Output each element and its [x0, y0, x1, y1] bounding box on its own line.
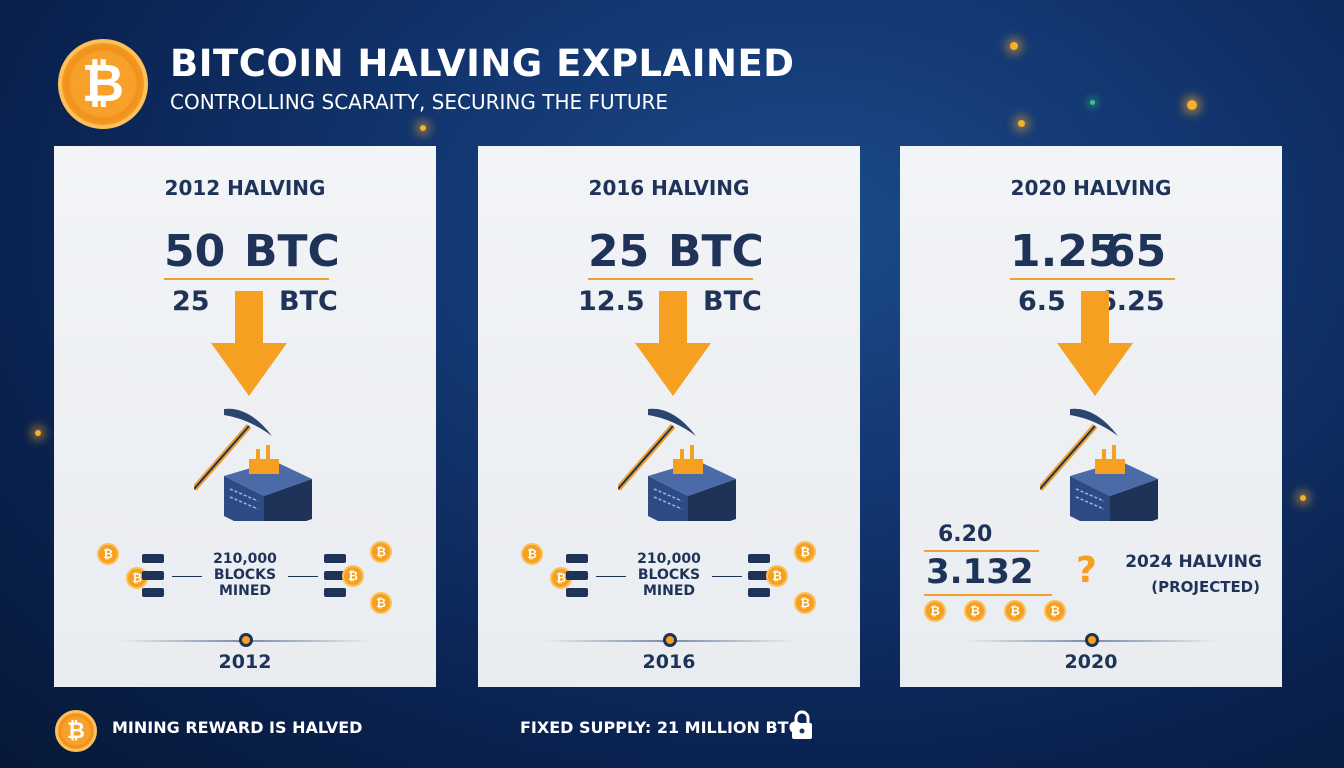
- block-icon: [324, 571, 346, 580]
- page-title: BITCOIN HALVING EXPLAINED: [170, 42, 795, 85]
- projection-arrow-line: [924, 594, 1052, 596]
- card-title: 2012 HALVING: [164, 176, 326, 200]
- double-arrow-icon: [172, 576, 202, 577]
- projection-sublabel: (PROJECTED): [1151, 578, 1260, 596]
- block-icon: [748, 571, 770, 580]
- reward-before-unit: 65: [1105, 226, 1167, 277]
- mining-pickaxe-server-icon: [615, 401, 738, 536]
- timeline-year: 2020: [1064, 651, 1118, 673]
- block-icon: [566, 571, 588, 580]
- card-title: 2016 HALVING: [588, 176, 750, 200]
- down-arrow-icon: [1057, 291, 1133, 396]
- block-icon: [566, 588, 588, 597]
- timeline-year: 2016: [642, 651, 696, 673]
- footer-supply-text: FIXED SUPPLY: 21 MILLION BTC: [520, 718, 801, 737]
- halving-card: 2020 HALVING 1.25 65 6.5 6.25 6.20 3.132…: [900, 146, 1282, 687]
- halving-card: 2012 HALVING 50 BTC 25 BTC ₿ ₿ 210,000 B…: [54, 146, 436, 687]
- lock-icon: [792, 710, 812, 739]
- mining-pickaxe-server-icon: [191, 401, 314, 536]
- bitcoin-coin-icon: ₿: [766, 565, 788, 587]
- bitcoin-coin-icon: ₿: [794, 592, 816, 614]
- reward-after-unit: 6.25: [1098, 286, 1165, 317]
- double-arrow-icon: [712, 576, 742, 577]
- bitcoin-coin-icon: ₿: [1004, 600, 1026, 622]
- bitcoin-logo-icon: ₿: [58, 39, 148, 129]
- bitcoin-coin-icon: ₿: [370, 592, 392, 614]
- divider-line: [1010, 278, 1175, 280]
- bitcoin-coin-icon: ₿: [794, 541, 816, 563]
- halving-card: 2016 HALVING 25 BTC 12.5 BTC ₿ ₿ 210,000…: [478, 146, 860, 687]
- block-icon: [142, 588, 164, 597]
- bitcoin-coin-icon: ₿: [924, 600, 946, 622]
- bitcoin-coin-icon: ₿: [521, 543, 543, 565]
- block-icon: [324, 588, 346, 597]
- block-icon: [566, 554, 588, 563]
- block-icon: [748, 588, 770, 597]
- reward-before: 25: [588, 226, 650, 277]
- mining-pickaxe-server-icon: [1037, 401, 1160, 536]
- timeline-marker: [239, 633, 253, 647]
- reward-before-unit: BTC: [668, 226, 764, 277]
- reward-after-unit: BTC: [279, 286, 338, 317]
- down-arrow-icon: [211, 291, 287, 396]
- projection-value-main: 3.132: [926, 552, 1034, 592]
- bitcoin-coin-icon: ₿: [55, 710, 97, 752]
- divider-line: [164, 278, 329, 280]
- bitcoin-coin-icon: ₿: [1044, 600, 1066, 622]
- bitcoin-symbol: ₿: [81, 54, 125, 114]
- question-mark-icon: ?: [1076, 550, 1097, 591]
- card-title: 2020 HALVING: [1010, 176, 1172, 200]
- reward-before-unit: BTC: [244, 226, 340, 277]
- page-subtitle: CONTROLLING SCARAITY, SECURING THE FUTUR…: [170, 90, 669, 114]
- reward-after: 12.5: [578, 286, 645, 317]
- timeline-marker: [663, 633, 677, 647]
- timeline-marker: [1085, 633, 1099, 647]
- footer-reward-text: MINING REWARD IS HALVED: [112, 718, 363, 737]
- blocks-mined-label: 210,000 BLOCKS MINED: [213, 551, 277, 599]
- block-icon: [142, 554, 164, 563]
- block-icon: [748, 554, 770, 563]
- projection-value-top: 6.20: [938, 522, 993, 547]
- bitcoin-coin-icon: ₿: [342, 565, 364, 587]
- bitcoin-symbol: ₿: [67, 719, 85, 744]
- reward-after: 6.5: [1018, 286, 1066, 317]
- divider-line: [588, 278, 753, 280]
- block-icon: [324, 554, 346, 563]
- projection-arrow-line: [924, 550, 1039, 552]
- down-arrow-icon: [635, 291, 711, 396]
- double-arrow-icon: [288, 576, 318, 577]
- projection-label: 2024 HALVING: [1125, 552, 1262, 572]
- blocks-mined-label: 210,000 BLOCKS MINED: [637, 551, 701, 599]
- timeline-year: 2012: [218, 651, 272, 673]
- block-icon: [142, 571, 164, 580]
- reward-after-unit: BTC: [703, 286, 762, 317]
- bitcoin-coin-icon: ₿: [370, 541, 392, 563]
- reward-before: 50: [164, 226, 226, 277]
- reward-after: 25: [172, 286, 210, 317]
- bitcoin-coin-icon: ₿: [97, 543, 119, 565]
- double-arrow-icon: [596, 576, 626, 577]
- bitcoin-coin-icon: ₿: [964, 600, 986, 622]
- reward-before: 1.25: [1010, 226, 1119, 277]
